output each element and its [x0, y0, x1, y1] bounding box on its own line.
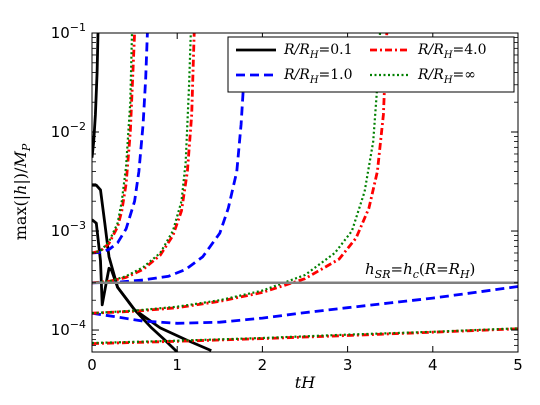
- series-1-curve-2: [92, 285, 518, 325]
- x-axis-ticks: 0 1 2 3 4 5: [87, 33, 523, 374]
- y-tick-label-3: 10−1: [51, 21, 86, 42]
- y-axis-ticks: 10−4 10−3 10−2 10−1: [51, 21, 518, 353]
- legend-box: [227, 36, 515, 93]
- hline-annotation: hSR=hc(R=RH): [365, 260, 475, 281]
- x-tick-label-3: 3: [343, 356, 353, 374]
- plot-frame: [91, 32, 519, 353]
- legend: R/RH=0.1 R/RH=1.0 R/RH=4.0 R/RH=∞: [227, 36, 515, 93]
- series-3-curve-2: [92, 33, 382, 315]
- series-0-curve-0: [92, 33, 100, 158]
- x-tick-label-1: 1: [172, 356, 182, 374]
- y-tick-label-2: 10−2: [51, 120, 86, 141]
- y-tick-label-0: 10−4: [51, 318, 86, 339]
- series-3-curve-0: [92, 33, 134, 255]
- legend-label-3: R/RH=∞: [417, 67, 476, 86]
- legend-label-2: R/RH=4.0: [417, 42, 487, 61]
- x-axis-label: tH: [295, 373, 316, 392]
- x-tick-label-4: 4: [428, 356, 438, 374]
- svg-text:hSR=hc(R=RH): hSR=hc(R=RH): [365, 260, 475, 281]
- x-tick-label-5: 5: [513, 356, 523, 374]
- series-3-curve-3: [92, 327, 518, 345]
- series-2-curve-0: [92, 33, 136, 255]
- x-tick-label-0: 0: [87, 356, 97, 374]
- series-1-curve-1: [92, 33, 249, 285]
- y-tick-label-1: 10−3: [51, 219, 86, 240]
- x-tick-label-2: 2: [258, 356, 268, 374]
- series-2-curve-1: [92, 33, 196, 285]
- plot-lines: [92, 33, 518, 352]
- series-0-curve-2: [92, 218, 179, 352]
- y-axis-label: max(|h|)/MP: [11, 143, 33, 240]
- svg-text:max(|h|)/MP: max(|h|)/MP: [11, 143, 33, 240]
- legend-label-1: R/RH=1.0: [283, 67, 353, 86]
- legend-label-0: R/RH=0.1: [283, 42, 353, 61]
- series-1-curve-0: [92, 33, 149, 255]
